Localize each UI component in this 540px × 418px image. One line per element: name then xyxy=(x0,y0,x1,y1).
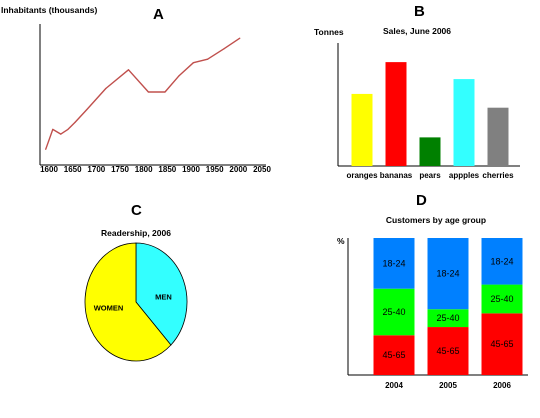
chart-a-x-tick-label: 2000 xyxy=(229,165,247,174)
chart-c-slice-label: MEN xyxy=(155,293,172,302)
chart-a-data-point xyxy=(86,108,88,111)
chart-b-panel-letter: B xyxy=(414,3,425,20)
chart-a-data-point xyxy=(127,69,130,71)
chart-d-segment-25-40-2004 xyxy=(373,288,415,336)
chart-a-data-point xyxy=(239,37,241,39)
chart-a-x-tick-label: 1850 xyxy=(158,165,176,174)
chart-b-bar-appples xyxy=(453,79,475,166)
chart-d-segment-25-40-2005 xyxy=(427,309,469,328)
chart-a-x-tick-label: 2050 xyxy=(253,165,271,174)
chart-a-y-axis-label: Inhabitants (thousands) xyxy=(1,5,98,15)
chart-c-slice-labels: MEN WOMEN xyxy=(94,293,172,313)
chart-d-segment-label: 25-40 xyxy=(382,307,405,317)
chart-a-data-point xyxy=(52,128,54,131)
chart-a-x-tick-label: 1900 xyxy=(182,165,200,174)
chart-d-segment-25-40-2006 xyxy=(481,284,523,314)
chart-d-segment-labels: 45-65 25-40 18-24 45-65 25-40 18-24 45-65 25-40… xyxy=(382,256,513,360)
chart-a-x-tick-label: 1950 xyxy=(206,165,224,174)
chart-c-slice-women xyxy=(84,242,172,362)
chart-d: D Customers by age group % 45-65 25-40 18-… xyxy=(337,192,528,390)
chart-b-category-label: pears xyxy=(419,171,441,180)
chart-d-category-label: 2005 xyxy=(439,381,457,390)
chart-b-bar-oranges xyxy=(351,93,373,166)
chart-d-segment-45-65-2005 xyxy=(427,327,469,375)
chart-a-data-point xyxy=(164,91,166,93)
chart-a-data-point xyxy=(206,58,209,60)
chart-c-slices xyxy=(84,242,188,362)
chart-a-x-tick-label: 1600 xyxy=(40,165,58,174)
chart-d-segment-label: 18-24 xyxy=(490,256,513,266)
chart-d-segment-label: 45-65 xyxy=(490,339,513,349)
chart-a-series-line xyxy=(45,37,241,150)
chart-d-segment-18-24-2004 xyxy=(373,238,415,289)
chart-c-panel-letter: C xyxy=(131,202,142,219)
chart-c: C Readership, 2006 MEN WOMEN xyxy=(84,202,188,362)
chart-d-segment-45-65-2004 xyxy=(373,335,415,375)
chart-a-data-point xyxy=(192,62,194,64)
chart-a-data-point xyxy=(147,91,149,93)
chart-c-slice-label: WOMEN xyxy=(94,303,124,312)
chart-d-category-label: 2004 xyxy=(385,381,403,390)
chart-a-data-point xyxy=(74,121,76,124)
chart-c-title: Readership, 2006 xyxy=(101,228,171,238)
chart-a-x-tick-labels: 1600 1650 1700 1750 1800 1850 1900 1950 2000 2050 xyxy=(40,165,271,174)
chart-b-category-label: cherries xyxy=(482,171,514,180)
chart-a-data-point xyxy=(67,128,69,131)
chart-b-category-label: oranges xyxy=(346,171,378,180)
chart-a-x-tick-label: 1750 xyxy=(111,165,129,174)
chart-d-segment-18-24-2006 xyxy=(481,238,523,285)
chart-a-panel-letter: A xyxy=(153,6,164,23)
chart-d-segment-label: 18-24 xyxy=(436,269,459,279)
chart-b-bar-bananas xyxy=(385,62,407,167)
chart-a-x-tick-label: 1650 xyxy=(64,165,82,174)
chart-c-slice-men xyxy=(135,242,188,346)
chart-d-segment-18-24-2005 xyxy=(427,238,469,310)
chart-b-category-label: appples xyxy=(449,171,480,180)
chart-a-data-point xyxy=(105,87,107,90)
chart-d-category-label: 2006 xyxy=(493,381,511,390)
chart-a-data-point xyxy=(45,148,47,150)
chart-d-segment-label: 45-65 xyxy=(436,346,459,356)
chart-a-data-point xyxy=(60,133,62,135)
chart-b-y-axis-label: Tonnes xyxy=(314,27,344,37)
chart-a-x-tick-label: 1800 xyxy=(135,165,153,174)
chart-b-title: Sales, June 2006 xyxy=(383,26,451,36)
chart-a-x-tick-label: 1700 xyxy=(87,165,105,174)
chart-b-bar-cherries xyxy=(487,107,509,166)
chart-d-bars xyxy=(373,238,523,375)
chart-d-segment-label: 25-40 xyxy=(490,294,513,304)
chart-b-category-labels: oranges bananas pears appples cherries xyxy=(346,171,514,180)
chart-d-segment-label: 18-24 xyxy=(382,258,405,268)
chart-d-panel-letter: D xyxy=(416,192,427,209)
chart-b-bar-pears xyxy=(419,137,441,166)
chart-d-y-axis-label: % xyxy=(337,236,345,246)
chart-b-bars xyxy=(351,62,509,167)
chart-d-segment-label: 45-65 xyxy=(382,350,405,360)
chart-a-data-point xyxy=(223,48,225,50)
chart-d-segment-45-65-2006 xyxy=(481,313,523,375)
chart-d-category-labels: 2004 2005 2006 xyxy=(385,381,511,390)
chart-d-title: Customers by age group xyxy=(386,215,486,225)
chart-a-data-point xyxy=(178,75,180,77)
chart-d-segment-label: 25-40 xyxy=(436,313,459,323)
chart-a: A Inhabitants (thousands) 1600 1650 1700 17… xyxy=(1,5,271,174)
chart-a-data-points xyxy=(45,37,241,150)
chart-b-category-label: bananas xyxy=(380,171,413,180)
chart-b: B Sales, June 2006 Tonnes oranges bananas… xyxy=(314,3,520,180)
